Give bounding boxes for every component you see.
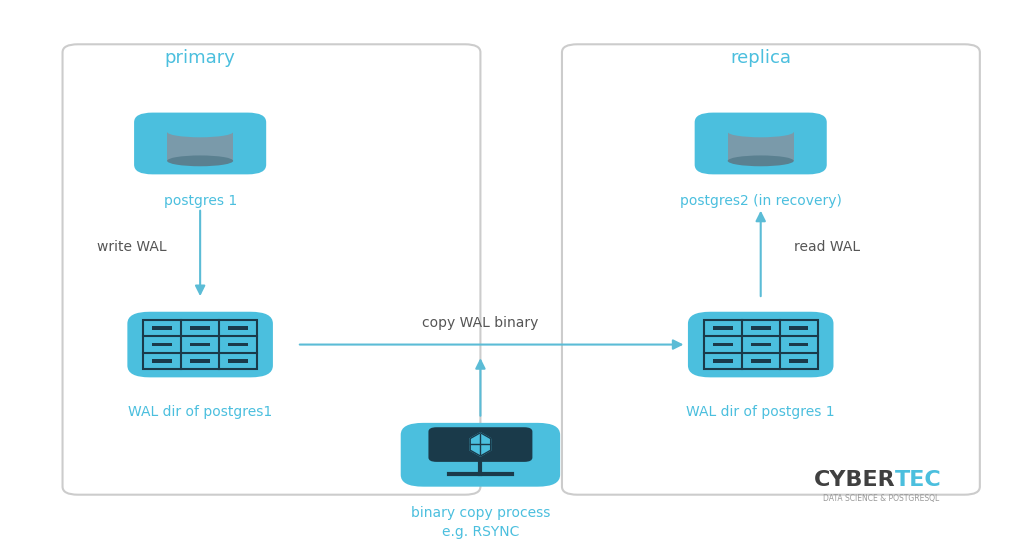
Bar xyxy=(152,326,172,330)
Text: binary copy process
e.g. RSYNC: binary copy process e.g. RSYNC xyxy=(411,506,550,539)
Bar xyxy=(751,360,771,363)
FancyBboxPatch shape xyxy=(134,113,266,175)
Polygon shape xyxy=(470,432,491,456)
Bar xyxy=(190,343,210,346)
Text: write WAL: write WAL xyxy=(97,240,167,254)
Text: postgres 1: postgres 1 xyxy=(164,194,237,208)
FancyBboxPatch shape xyxy=(562,44,980,494)
FancyBboxPatch shape xyxy=(428,427,532,462)
Text: replica: replica xyxy=(730,49,791,67)
Bar xyxy=(228,343,248,346)
Ellipse shape xyxy=(168,156,233,166)
Bar xyxy=(713,360,733,363)
Text: copy WAL binary: copy WAL binary xyxy=(422,316,539,330)
Ellipse shape xyxy=(168,127,233,137)
Ellipse shape xyxy=(728,156,794,166)
Bar xyxy=(143,320,257,369)
Bar xyxy=(704,320,818,369)
Text: postgres2 (in recovery): postgres2 (in recovery) xyxy=(680,194,842,208)
Bar xyxy=(751,326,771,330)
Bar xyxy=(228,360,248,363)
Bar xyxy=(789,343,808,346)
Bar xyxy=(168,132,233,161)
Bar xyxy=(152,360,172,363)
Text: TEC: TEC xyxy=(895,469,942,490)
Bar xyxy=(789,326,808,330)
Bar xyxy=(190,360,210,363)
FancyBboxPatch shape xyxy=(695,113,827,175)
Bar xyxy=(728,132,794,161)
FancyBboxPatch shape xyxy=(128,312,273,378)
Bar xyxy=(713,326,733,330)
Bar xyxy=(789,360,808,363)
Text: CYBER: CYBER xyxy=(814,469,895,490)
Bar xyxy=(713,343,733,346)
Text: read WAL: read WAL xyxy=(794,240,861,254)
Bar xyxy=(751,343,771,346)
Bar xyxy=(152,343,172,346)
FancyBboxPatch shape xyxy=(62,44,480,494)
Text: primary: primary xyxy=(165,49,236,67)
FancyBboxPatch shape xyxy=(688,312,834,378)
Text: WAL dir of postgres 1: WAL dir of postgres 1 xyxy=(687,405,835,418)
Ellipse shape xyxy=(728,127,794,137)
Text: WAL dir of postgres1: WAL dir of postgres1 xyxy=(128,405,272,418)
Text: DATA SCIENCE & POSTGRESQL: DATA SCIENCE & POSTGRESQL xyxy=(823,494,939,504)
Bar xyxy=(190,326,210,330)
Bar xyxy=(228,326,248,330)
FancyBboxPatch shape xyxy=(401,423,560,487)
